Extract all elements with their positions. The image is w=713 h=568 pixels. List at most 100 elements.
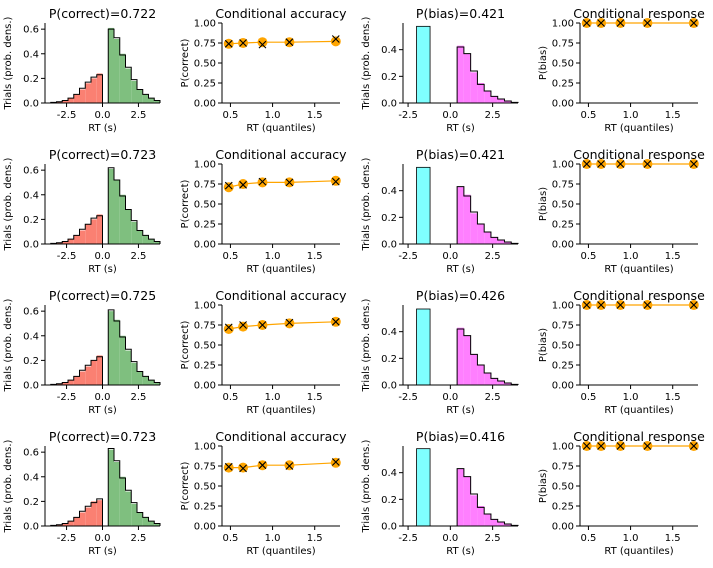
y-tick-label: 0.2 (381, 213, 397, 224)
data-point-stroke (285, 178, 294, 187)
error-bar (85, 507, 91, 526)
error-bar (73, 235, 80, 244)
y-tick-label: 0.00 (194, 381, 216, 392)
data-point-x (331, 35, 340, 43)
y-tick-label: 0.00 (552, 381, 574, 392)
model-point (257, 177, 268, 188)
bias-positive-bar (490, 378, 498, 385)
y-tick-label: 0.00 (194, 99, 216, 110)
bias-positive-bar (477, 506, 485, 526)
panel-title: P(bias)=0.421 (416, 6, 505, 21)
panel-title: Conditional accuracy (215, 6, 347, 21)
y-tick-label: 0.50 (552, 59, 574, 70)
y-tick-label: 0.00 (552, 240, 574, 251)
panel-title: Conditional accuracy (215, 288, 347, 303)
x-axis-label: RT (quantiles) (604, 123, 673, 134)
y-tick-label: 0.25 (194, 220, 216, 231)
error-bar (68, 521, 74, 526)
x-tick-label: 2.5 (130, 392, 146, 403)
x-tick-label: 1.0 (265, 251, 281, 262)
bias-positive-bar (484, 91, 491, 103)
x-tick-label: -2.5 (57, 251, 77, 262)
data-point-x (331, 177, 340, 186)
data-point-x (597, 160, 605, 168)
data-point-x (258, 40, 267, 49)
data-point-x (689, 160, 698, 168)
cond-acc-panel-row-4: 0.00 0.25 0.50 0.75 1.00 0.5 1.0 1.5 RT (quantil… (180, 429, 347, 557)
y-axis-label: P(correct) (180, 320, 191, 369)
y-tick-label: 0.50 (194, 59, 216, 70)
bias-positive-bar (470, 354, 478, 385)
y-tick-label: 0.75 (194, 180, 216, 191)
x-axis-label: RT (quantiles) (246, 123, 315, 134)
x-tick-label: 1.0 (265, 392, 281, 403)
y-tick-label: 0.75 (552, 321, 574, 332)
x-tick-label: 1.5 (307, 392, 323, 403)
data-point-stroke (285, 462, 294, 470)
correct-bar (137, 230, 143, 244)
bias-observed-step (456, 186, 519, 244)
data-point-stroke (582, 442, 591, 450)
correct-observed-step (107, 167, 161, 244)
data-point-stroke (643, 160, 652, 168)
correct-bar (114, 462, 120, 526)
y-tick-label: 1.00 (552, 301, 574, 312)
correct-bar (142, 517, 149, 526)
correct-bar (125, 491, 132, 526)
x-tick-label: 0.5 (580, 392, 596, 403)
y-tick-label: 1.00 (194, 442, 216, 453)
y-axis-label: Trials (prob. dens.) (361, 298, 372, 392)
x-tick-label: 0.5 (580, 110, 596, 121)
x-tick-label: 1.0 (623, 251, 639, 262)
error-bar (56, 524, 63, 526)
bias-observed-step (456, 46, 519, 103)
y-tick-label: 0.0 (381, 381, 397, 392)
y-tick-label: 0.00 (194, 522, 216, 533)
y-tick-label: 0.0 (23, 522, 39, 533)
panel-title: P(bias)=0.421 (416, 147, 505, 162)
y-tick-label: 0.2 (381, 354, 397, 365)
x-tick-label: -2.5 (57, 392, 77, 403)
data-point-x (643, 19, 652, 27)
bias-positive-bar (463, 476, 471, 526)
x-tick-label: 2.5 (485, 533, 501, 544)
y-tick-label: 0.6 (23, 25, 39, 36)
x-tick-label: 0.5 (580, 533, 596, 544)
error-bar (91, 219, 97, 244)
bias-positive-bar (477, 365, 485, 385)
model-point (257, 37, 268, 48)
correct-observed-step (107, 28, 161, 103)
data-point-stroke (616, 301, 625, 309)
x-tick-label: 1.0 (265, 533, 281, 544)
correct-bar (108, 27, 114, 103)
y-tick-label: 0.2 (23, 74, 39, 85)
error-bar (56, 383, 63, 385)
y-tick-label: 0.75 (194, 39, 216, 50)
data-point-stroke (285, 318, 294, 327)
error-bar (79, 371, 86, 385)
error-bar (91, 360, 97, 385)
correct-bar (154, 523, 160, 526)
y-tick-label: 0.4 (23, 472, 39, 483)
cond-resp-panel-row-4: 0.00 0.25 0.50 0.75 1.00 0.5 1.0 1.5 RT (quantil… (538, 429, 705, 557)
hist-panel-row-2: 0.0 0.2 0.4 0.6 -2.5 0.0 2.5 RT (s) Trials (prob… (3, 147, 161, 275)
y-axis-label: Trials (prob. dens.) (361, 157, 372, 251)
x-axis-label: RT (s) (446, 405, 475, 416)
data-point-x (258, 461, 267, 470)
data-point-x (331, 317, 340, 326)
data-point-x (239, 180, 247, 189)
hist-panel-row-3: 0.0 0.2 0.4 0.6 -2.5 0.0 2.5 RT (s) Trials (prob… (3, 288, 161, 416)
y-tick-label: 0.6 (23, 307, 39, 318)
data-point-stroke (597, 442, 605, 450)
data-point-stroke (224, 181, 233, 190)
correct-bar (114, 180, 120, 244)
error-bar (68, 98, 74, 103)
correct-bar (114, 319, 120, 385)
data-point-stroke (285, 38, 294, 47)
correct-bar (148, 239, 155, 244)
bias-positive-bar (484, 514, 491, 526)
y-tick-label: 0.2 (381, 72, 397, 83)
data-point-stroke (582, 19, 591, 27)
y-tick-label: 0.50 (194, 482, 216, 493)
model-point (330, 457, 341, 468)
